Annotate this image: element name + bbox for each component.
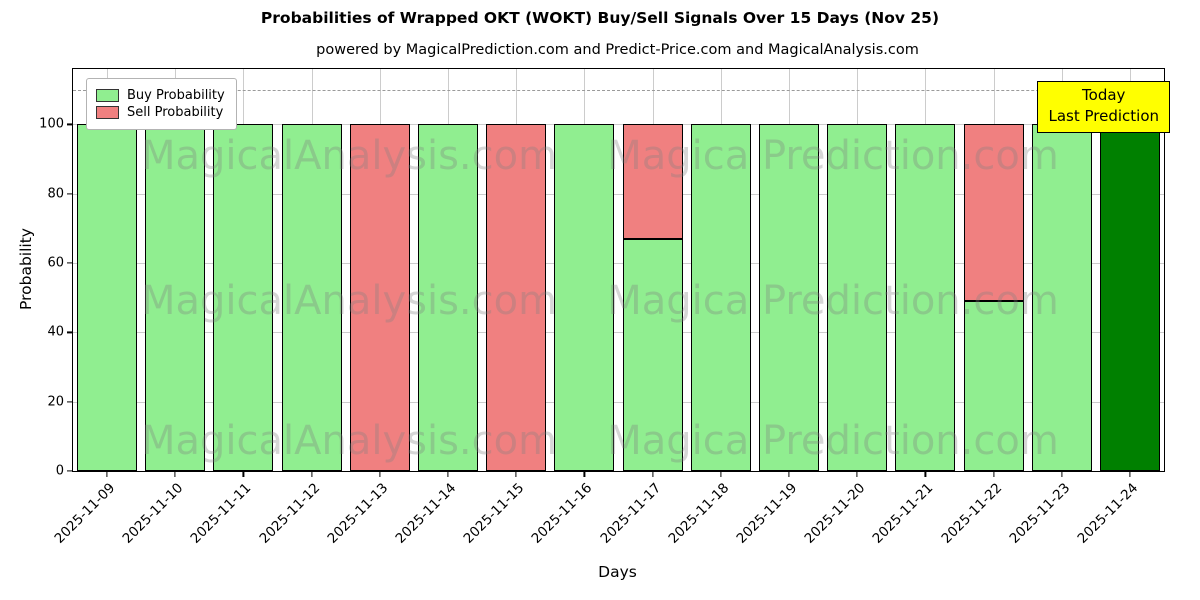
buy-bar-segment bbox=[554, 124, 615, 471]
x-tick-mark bbox=[788, 471, 790, 477]
legend-entry-sell: Sell Probability bbox=[96, 105, 225, 120]
watermark-text: MagicalAnalysis.com bbox=[140, 278, 558, 324]
x-axis-label: Days bbox=[598, 563, 637, 581]
sell-bar-segment bbox=[622, 124, 683, 239]
buy-bar-segment bbox=[213, 124, 274, 471]
watermark-text: Magica Prediction.com bbox=[607, 278, 1059, 324]
y-tick-mark bbox=[67, 401, 73, 403]
watermark-text: MagicalAnalysis.com bbox=[140, 133, 558, 179]
buy-bar-segment bbox=[1099, 124, 1160, 471]
threshold-dashed-line bbox=[73, 89, 1164, 91]
buy-bar-segment bbox=[281, 124, 342, 471]
x-tick-mark bbox=[992, 471, 995, 477]
sell-legend-label: Sell Probability bbox=[127, 105, 224, 120]
legend-entry-buy: Buy Probability bbox=[96, 88, 225, 103]
y-tick-label: 20 bbox=[47, 394, 64, 410]
y-tick-label: 60 bbox=[47, 255, 64, 271]
chart-title: Probabilities of Wrapped OKT (WOKT) Buy/… bbox=[260, 9, 940, 27]
buy-bar-segment bbox=[77, 124, 138, 471]
buy-bar-segment bbox=[963, 301, 1024, 471]
today-annotation: Today Last Prediction bbox=[1037, 81, 1170, 133]
sell-bar-segment bbox=[963, 124, 1024, 302]
h-gridline bbox=[73, 263, 1164, 265]
watermark-text: Magica Prediction.com bbox=[607, 133, 1059, 179]
y-tick-mark bbox=[67, 331, 73, 333]
buy-bar-segment bbox=[1031, 124, 1092, 471]
h-gridline bbox=[73, 401, 1164, 403]
plot-area: 0 20 40 60 80 100 2025-11-09 2025-11-10 2025-11-… bbox=[39, 68, 1170, 547]
buy-bar-segment bbox=[758, 124, 819, 471]
buy-bar-segment bbox=[418, 124, 479, 471]
h-gridline bbox=[73, 332, 1164, 334]
y-tick-mark bbox=[67, 470, 73, 472]
sell-bar-segment bbox=[486, 124, 547, 471]
buy-bar-segment bbox=[622, 238, 683, 471]
x-tick-mark bbox=[924, 471, 926, 477]
x-tick-mark bbox=[1061, 471, 1063, 477]
x-tick-mark bbox=[447, 471, 449, 477]
y-axis-label: Probability bbox=[17, 228, 35, 310]
x-tick-label: 2025-11-09 bbox=[51, 480, 119, 547]
buy-bar-segment bbox=[827, 124, 888, 471]
y-tick-mark bbox=[67, 262, 73, 264]
buy-legend-swatch bbox=[96, 89, 119, 102]
buy-bar-segment bbox=[895, 124, 956, 471]
x-tick-mark bbox=[174, 471, 176, 477]
y-tick-mark bbox=[67, 123, 73, 126]
y-tick-label: 100 bbox=[39, 116, 64, 132]
sell-bar-segment bbox=[349, 124, 410, 471]
h-gridline bbox=[73, 193, 1164, 195]
legend: Buy Probability Sell Probability bbox=[86, 78, 237, 130]
watermark-text: Magica Prediction.com bbox=[607, 418, 1059, 464]
chart-subtitle: powered by MagicalPrediction.com and Pre… bbox=[316, 42, 919, 58]
x-tick-mark bbox=[856, 471, 858, 477]
buy-legend-label: Buy Probability bbox=[127, 88, 225, 103]
today-annotation-line1: Today bbox=[1082, 86, 1126, 104]
x-tick-mark bbox=[515, 471, 517, 477]
x-tick-mark bbox=[242, 471, 245, 477]
x-tick-mark bbox=[583, 471, 585, 477]
x-tick-mark bbox=[311, 471, 313, 477]
x-tick-mark bbox=[720, 471, 722, 477]
y-tick-label: 80 bbox=[47, 186, 64, 202]
buy-bar-segment bbox=[145, 124, 206, 471]
x-tick-mark bbox=[652, 471, 654, 477]
today-annotation-line2: Last Prediction bbox=[1048, 107, 1159, 125]
watermark-text: MagicalAnalysis.com bbox=[140, 418, 558, 464]
x-tick-mark bbox=[106, 471, 108, 477]
x-tick-mark bbox=[379, 471, 381, 477]
y-tick-label: 40 bbox=[47, 324, 64, 340]
y-tick-label: 0 bbox=[55, 463, 64, 479]
x-tick-mark bbox=[1129, 471, 1131, 477]
buy-bar-segment bbox=[690, 124, 751, 471]
y-tick-mark bbox=[67, 193, 73, 195]
sell-legend-swatch bbox=[96, 106, 119, 119]
h-gridline bbox=[73, 124, 1164, 126]
